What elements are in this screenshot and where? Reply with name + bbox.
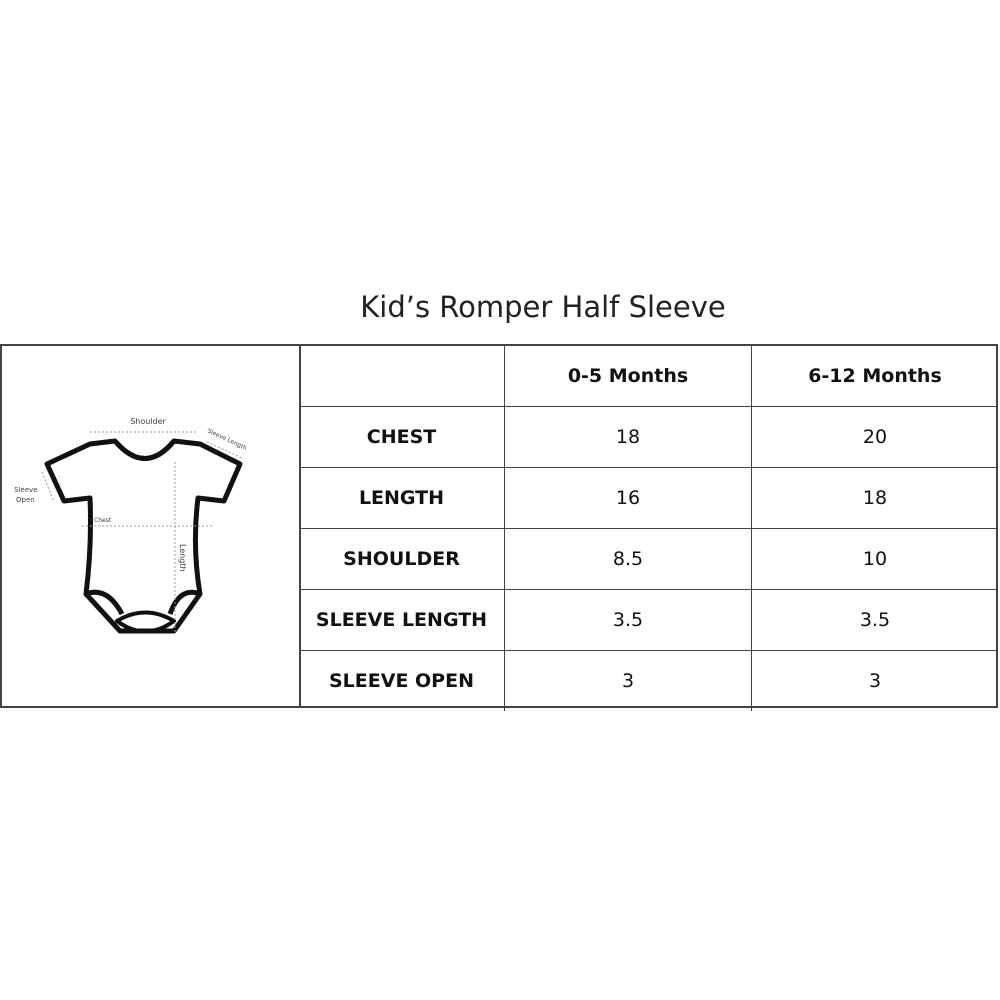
table-row: LENGTH 16 18 <box>299 467 998 529</box>
header-cell: 0-5 Months <box>504 346 752 407</box>
row-label: LENGTH <box>299 467 505 529</box>
shoulder-label: Shoulder <box>130 417 166 426</box>
romper-icon: Shoulder Sleeve Length Sleeve Open Chest… <box>14 417 248 634</box>
table-header-row: 0-5 Months 6-12 Months <box>299 346 998 407</box>
cell: 18 <box>751 467 998 529</box>
row-label: SHOULDER <box>299 528 505 590</box>
length-label: Length <box>178 544 187 572</box>
table-row: CHEST 18 20 <box>299 406 998 468</box>
chart-title: Kid’s Romper Half Sleeve <box>360 290 726 324</box>
sleeve-open-label-1: Sleeve <box>14 486 37 494</box>
size-table: 0-5 Months 6-12 Months CHEST 18 20 LENGT… <box>299 346 998 711</box>
cell: 3 <box>504 650 752 711</box>
row-label: SLEEVE OPEN <box>299 650 505 711</box>
cell: 20 <box>751 406 998 468</box>
cell: 8.5 <box>504 528 752 590</box>
header-cell: 6-12 Months <box>751 346 998 407</box>
row-label: SLEEVE LENGTH <box>299 589 505 651</box>
row-label: CHEST <box>299 406 505 468</box>
chest-label: Chest <box>94 517 112 524</box>
table-row: SHOULDER 8.5 10 <box>299 528 998 590</box>
size-chart: Shoulder Sleeve Length Sleeve Open Chest… <box>0 344 998 711</box>
cell: 18 <box>504 406 752 468</box>
romper-diagram: Shoulder Sleeve Length Sleeve Open Chest… <box>2 346 301 706</box>
cell: 3 <box>751 650 998 711</box>
table-row: SLEEVE LENGTH 3.5 3.5 <box>299 589 998 651</box>
cell: 3.5 <box>751 589 998 651</box>
sleeve-open-label-2: Open <box>16 496 35 504</box>
cell: 3.5 <box>504 589 752 651</box>
cell: 16 <box>504 467 752 529</box>
header-cell <box>299 346 505 407</box>
cell: 10 <box>751 528 998 590</box>
table-row: SLEEVE OPEN 3 3 <box>299 650 998 711</box>
